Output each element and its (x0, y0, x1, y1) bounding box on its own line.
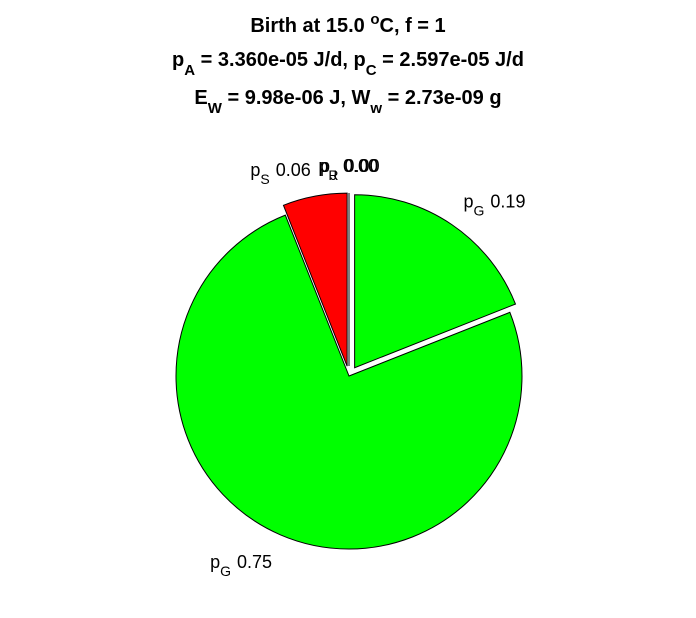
slice-value-label: 0.06 (276, 160, 311, 180)
subscript: W (208, 100, 223, 117)
text-segment: p (210, 552, 220, 572)
subscript: w (369, 100, 382, 117)
text-segment: = 3.360e-05 J/d, p (195, 49, 366, 71)
text-segment: C, f = 1 (380, 15, 446, 37)
slice-label: pR 0.00 (318, 156, 379, 183)
slice-value-label: 0.19 (490, 191, 525, 211)
text-segment: p (172, 49, 184, 71)
text-segment: p (250, 160, 260, 180)
slice-value-label: 0.00 (345, 156, 380, 176)
slice-label: pG 0.75 (210, 552, 272, 579)
text-segment: p (318, 156, 328, 176)
chart-title-line: pA = 3.360e-05 J/d, pC = 2.597e-05 J/d (172, 49, 524, 79)
pie-slice (282, 192, 348, 367)
superscript: o (370, 11, 379, 28)
subscript: R (328, 167, 338, 183)
text-segment: = 2.73e-09 g (382, 87, 502, 109)
text-segment: E (194, 87, 207, 109)
slice-label: pJ 0.00 (320, 156, 378, 183)
subscript: A (184, 62, 195, 79)
text-segment: = 9.98e-06 J, W (222, 87, 371, 109)
slice-value-label: 0.75 (237, 552, 272, 572)
slice-value-label: 0.00 (343, 156, 378, 176)
pie-slice (354, 194, 517, 369)
slice-label: pS 0.06 (250, 160, 310, 187)
pie-slice (175, 214, 523, 550)
subscript: C (366, 62, 377, 79)
text-segment: = 2.597e-05 J/d (377, 49, 524, 71)
slice-label: pG 0.19 (464, 191, 526, 218)
subscript: G (220, 563, 231, 579)
subscript: S (260, 171, 269, 187)
text-segment: p (320, 156, 330, 176)
text-segment: p (464, 191, 474, 211)
subscript: J (330, 167, 337, 183)
text-segment: Birth at 15.0 (250, 15, 370, 37)
chart-title-line: EW = 9.98e-06 J, Ww = 2.73e-09 g (194, 87, 501, 117)
subscript: G (474, 202, 485, 218)
chart-title-line: Birth at 15.0 oC, f = 1 (250, 11, 445, 38)
